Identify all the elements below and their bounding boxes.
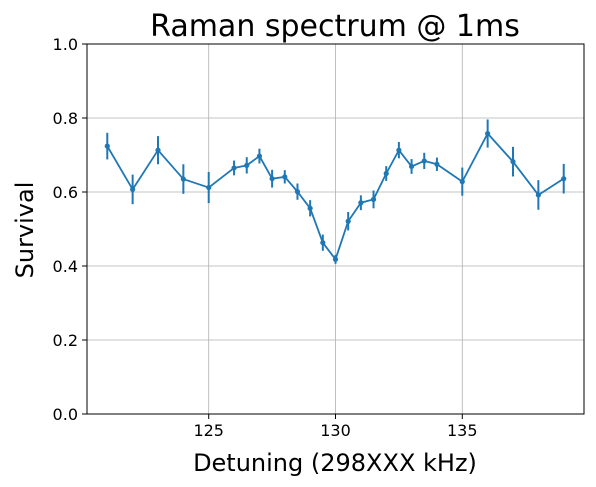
- data-point: [206, 184, 212, 191]
- y-tick-label: 1.0: [53, 35, 78, 54]
- data-point: [358, 200, 364, 206]
- data-point: [535, 192, 541, 198]
- series-group: [104, 119, 567, 264]
- data-point: [396, 147, 402, 153]
- data-point: [320, 240, 326, 246]
- grid-lines: [87, 43, 584, 415]
- data-point: [332, 256, 339, 262]
- y-tick-label: 0.6: [53, 183, 78, 202]
- data-point: [256, 153, 263, 159]
- axis-ticks: 125 130 135 0.0 0.2 0.4 0.6 0.8 1.0: [53, 35, 478, 440]
- data-point: [155, 147, 161, 153]
- data-point: [421, 158, 427, 164]
- data-point: [408, 163, 415, 170]
- x-axis-title: Detuning (298XXX kHz): [193, 449, 477, 477]
- data-point: [244, 162, 250, 168]
- data-point: [510, 159, 516, 165]
- data-point: [459, 179, 465, 185]
- y-tick-label: 0.0: [53, 405, 78, 424]
- data-point: [383, 170, 389, 177]
- data-point: [269, 176, 275, 182]
- data-point: [231, 165, 237, 171]
- y-axis-title: Survival: [11, 182, 39, 279]
- x-tick-label: 125: [193, 421, 224, 440]
- data-point: [370, 196, 377, 202]
- y-tick-label: 0.4: [53, 257, 78, 276]
- data-point: [180, 176, 186, 182]
- chart-title: Raman spectrum @ 1ms: [150, 9, 520, 44]
- data-point: [561, 176, 567, 182]
- data-point: [104, 143, 110, 149]
- y-tick-label: 0.2: [53, 331, 78, 350]
- y-tick-label: 0.8: [53, 109, 78, 128]
- data-point: [434, 161, 440, 167]
- data-point: [307, 205, 313, 211]
- data-point: [485, 130, 491, 137]
- data-point: [294, 189, 301, 195]
- data-point: [130, 186, 136, 193]
- data-point: [282, 174, 288, 180]
- data-point: [345, 218, 351, 224]
- x-tick-label: 130: [320, 421, 351, 440]
- x-tick-label: 135: [447, 421, 478, 440]
